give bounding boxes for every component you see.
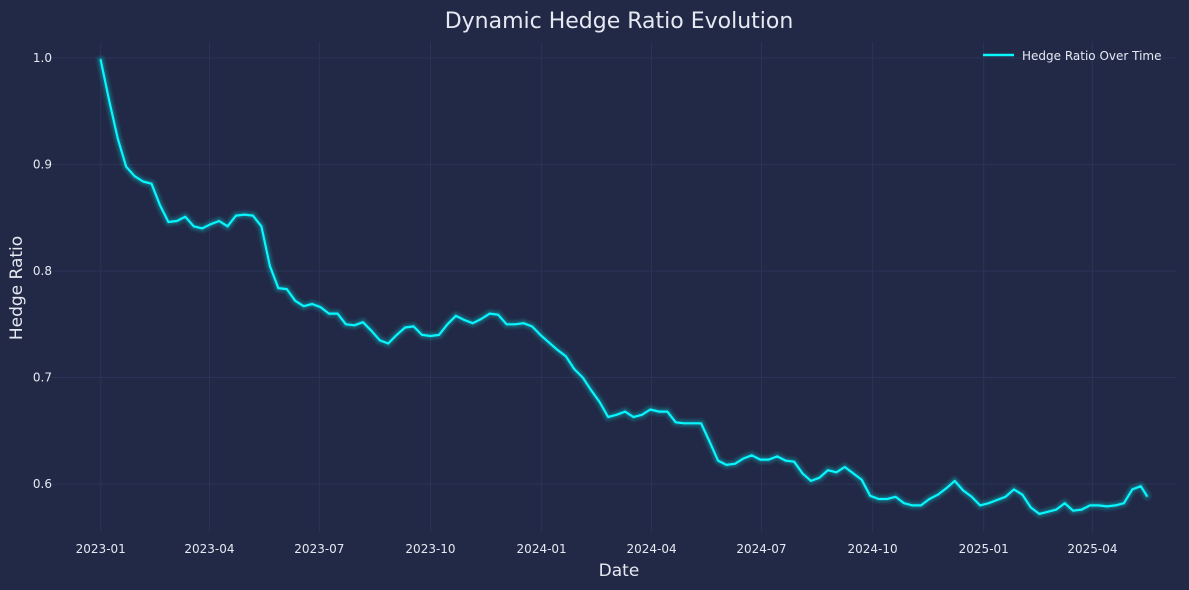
x-tick-label: 2025-01 <box>959 542 1009 556</box>
legend: Hedge Ratio Over Time <box>983 49 1162 63</box>
x-axis-ticks: 2023-01 2023-04 2023-07 2023-10 2024-01 2024-… <box>76 542 1118 556</box>
x-tick-label: 2024-10 <box>848 542 898 556</box>
y-axis-ticks: 0.6 0.7 0.8 0.9 1.0 <box>33 51 52 491</box>
x-tick-label: 2025-04 <box>1067 542 1117 556</box>
y-tick-label: 0.8 <box>33 264 52 278</box>
y-axis-label: Hedge Ratio <box>7 236 27 340</box>
y-tick-label: 0.7 <box>33 371 52 385</box>
y-tick-label: 0.9 <box>33 158 52 172</box>
x-tick-label: 2023-07 <box>294 542 344 556</box>
series-line-hedge-ratio <box>99 59 1148 515</box>
x-tick-label: 2023-01 <box>76 542 126 556</box>
y-tick-label: 0.6 <box>33 477 52 491</box>
x-tick-label: 2024-04 <box>626 542 676 556</box>
series-layer <box>95 54 1153 520</box>
x-axis-label: Date <box>599 561 640 581</box>
legend-entry-hedge-ratio: Hedge Ratio Over Time <box>1022 49 1162 63</box>
chart-title: Dynamic Hedge Ratio Evolution <box>445 9 794 34</box>
x-tick-label: 2024-07 <box>736 542 786 556</box>
grid-lines <box>50 42 1177 532</box>
y-tick-label: 1.0 <box>33 51 52 65</box>
x-tick-label: 2023-04 <box>184 542 234 556</box>
x-tick-label: 2023-10 <box>405 542 455 556</box>
x-tick-label: 2024-01 <box>517 542 567 556</box>
